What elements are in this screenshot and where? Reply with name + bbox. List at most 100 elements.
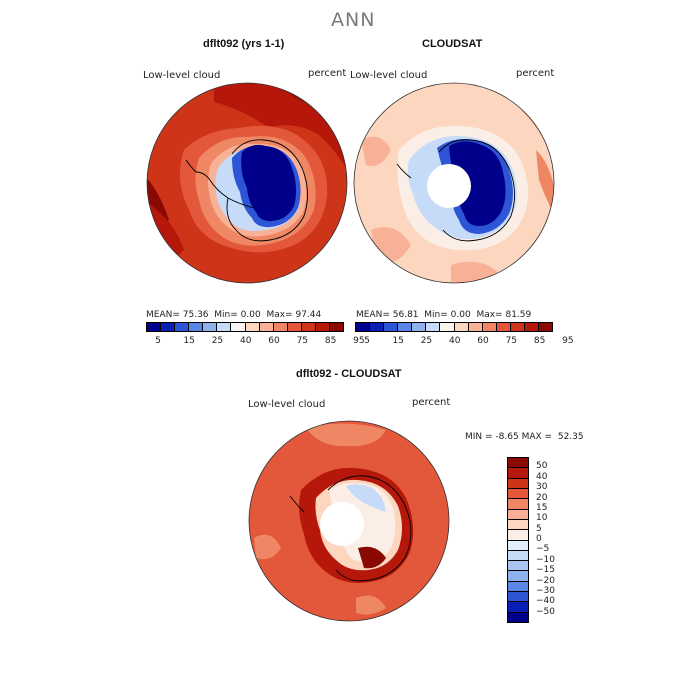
colorbar-swatch — [287, 323, 302, 331]
colorbar-tick-label: 60 — [268, 336, 280, 346]
min-label: MIN = — [465, 432, 493, 442]
colorbar-swatch — [510, 323, 525, 331]
colorbar-tick-label: 85 — [324, 336, 337, 346]
panel-2-title: CLOUDSAT — [422, 38, 483, 50]
colorbar-swatch — [508, 519, 528, 531]
colorbar-swatch — [508, 468, 528, 479]
mean-value: 56.81 — [392, 310, 419, 320]
colorbar-tick-label: 15 — [392, 336, 404, 346]
colorbar-swatch — [259, 323, 274, 331]
colorbar-tick-label: 20 — [536, 492, 548, 503]
colorbar-tick-label: 5 — [155, 336, 161, 346]
max-value: 52.35 — [557, 432, 584, 442]
colorbar-tick-label: 5 — [536, 523, 542, 534]
panel-1-left-label: Low-level cloud — [143, 70, 221, 81]
colorbar-tick-label: 40 — [536, 471, 548, 482]
colorbar-tick-label: −15 — [536, 565, 555, 576]
panel-2-units-label: percent — [516, 68, 555, 79]
colorbar-swatch — [440, 323, 455, 331]
colorbar-swatch — [356, 323, 371, 331]
min-label: Min= — [424, 310, 448, 320]
colorbar-swatch — [330, 323, 344, 331]
panel-2-left-label: Low-level cloud — [350, 70, 428, 81]
colorbar-tick-label: 10 — [536, 513, 548, 524]
panel-1-colorbar-ticks: 5 15 25 40 60 75 85 95 — [146, 336, 364, 348]
colorbar-swatch — [370, 323, 385, 331]
panel-3-map — [248, 420, 450, 622]
panel-3-colorbar — [507, 457, 529, 623]
colorbar-swatch — [217, 323, 232, 331]
panel-1-map — [146, 82, 348, 284]
mean-value: 75.36 — [182, 310, 209, 320]
panel-3-colorbar-ticks: 50 40 30 20 15 10 5 0 −5 −10 −15 −20 −30 −40 −50 — [536, 457, 576, 623]
colorbar-tick-label: 30 — [536, 482, 548, 493]
coastline — [185, 139, 308, 242]
colorbar-swatch — [508, 540, 528, 551]
colorbar-swatch — [524, 323, 540, 331]
max-value: 97.44 — [295, 310, 322, 320]
colorbar-swatch — [482, 323, 497, 331]
min-label: Min= — [214, 310, 238, 320]
colorbar-swatch — [508, 499, 528, 510]
mean-label: MEAN= — [146, 310, 180, 320]
colorbar-swatch — [508, 602, 528, 613]
colorbar-swatch — [273, 323, 288, 331]
panel-1-stats: MEAN= 75.36 Min= 0.00 Max= 97.44 — [146, 310, 321, 320]
coastline — [289, 475, 412, 582]
colorbar-tick-label: 75 — [296, 336, 309, 346]
colorbar-tick-label: 5 — [364, 336, 370, 346]
panel-3-stats: MIN = -8.65 MAX = 52.35 — [465, 432, 584, 442]
no-data-pole — [320, 502, 364, 546]
colorbar-swatch — [508, 592, 528, 603]
colorbar-swatch — [161, 323, 176, 331]
panel-1-title: dflt092 (yrs 1-1) — [203, 38, 285, 50]
panel-2-colorbar — [355, 322, 553, 332]
max-label: Max= — [476, 310, 503, 320]
max-label: Max= — [266, 310, 293, 320]
colorbar-swatch — [412, 323, 427, 331]
colorbar-tick-label: −50 — [536, 606, 555, 617]
colorbar-swatch — [508, 571, 528, 582]
field-contour-lower-w — [254, 534, 281, 560]
colorbar-swatch — [426, 323, 441, 331]
colorbar-tick-label: 15 — [183, 336, 195, 346]
colorbar-swatch — [175, 323, 190, 331]
colorbar-swatch — [496, 323, 511, 331]
field-contour-navy — [449, 141, 506, 226]
colorbar-swatch — [508, 530, 528, 541]
field-contour-negative — [346, 484, 386, 512]
colorbar-swatch — [468, 323, 483, 331]
field-contour-lower-n — [306, 423, 386, 447]
colorbar-tick-label: −10 — [536, 554, 555, 565]
colorbar-swatch — [245, 323, 260, 331]
colorbar-tick-label: 40 — [449, 336, 461, 346]
colorbar-tick-label: 95 — [353, 336, 365, 346]
max-value: 81.59 — [505, 310, 532, 320]
colorbar-swatch — [508, 509, 528, 520]
no-data-pole — [427, 164, 471, 208]
colorbar-tick-label: −40 — [536, 596, 555, 607]
panel-3-title: dflt092 - CLOUDSAT — [296, 368, 402, 380]
colorbar-swatch — [189, 323, 204, 331]
colorbar-swatch — [508, 612, 528, 622]
colorbar-tick-label: −5 — [536, 544, 550, 555]
panel-1-colorbar — [146, 322, 344, 332]
min-value: 0.00 — [240, 310, 261, 320]
colorbar-swatch — [384, 323, 399, 331]
field-contour-lower-s — [356, 595, 386, 615]
colorbar-swatch — [398, 323, 413, 331]
colorbar-swatch — [231, 323, 246, 331]
panel-2-colorbar-ticks: 5 15 25 40 60 75 85 95 — [355, 336, 573, 348]
mean-label: MEAN= — [356, 310, 390, 320]
colorbar-swatch — [301, 323, 316, 331]
colorbar-swatch — [508, 478, 528, 489]
max-label: MAX = — [521, 432, 553, 442]
colorbar-tick-label: 85 — [533, 336, 546, 346]
field-contour-ross — [358, 546, 386, 569]
colorbar-swatch — [147, 323, 162, 331]
field-contour-navy — [241, 144, 297, 222]
colorbar-swatch — [508, 550, 528, 562]
colorbar-swatch — [203, 323, 218, 331]
colorbar-tick-label: 0 — [536, 534, 542, 544]
colorbar-swatch — [315, 323, 331, 331]
